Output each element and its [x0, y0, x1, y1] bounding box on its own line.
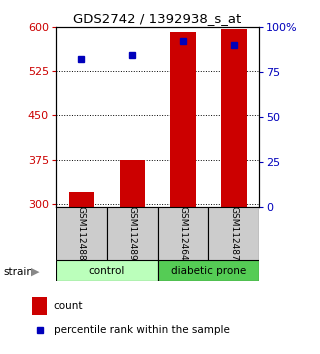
Text: strain: strain [3, 267, 33, 277]
Bar [107, 207, 158, 260]
Bar [56, 260, 158, 281]
Bar [69, 192, 94, 207]
Bar [208, 207, 259, 260]
Bar [158, 260, 259, 281]
Title: GDS2742 / 1392938_s_at: GDS2742 / 1392938_s_at [74, 12, 242, 25]
Bar [158, 207, 208, 260]
Text: GSM112489: GSM112489 [128, 206, 137, 261]
Bar [32, 297, 47, 314]
Text: diabetic prone: diabetic prone [171, 266, 246, 276]
Bar [56, 207, 107, 260]
Bar [119, 160, 145, 207]
Text: control: control [89, 266, 125, 276]
Text: GSM112464: GSM112464 [179, 206, 188, 261]
Bar [221, 29, 246, 207]
Text: GSM112487: GSM112487 [229, 206, 238, 261]
Text: ▶: ▶ [31, 267, 40, 277]
Text: percentile rank within the sample: percentile rank within the sample [54, 325, 230, 335]
Bar [170, 33, 196, 207]
Text: GSM112488: GSM112488 [77, 206, 86, 261]
Text: count: count [54, 301, 83, 311]
